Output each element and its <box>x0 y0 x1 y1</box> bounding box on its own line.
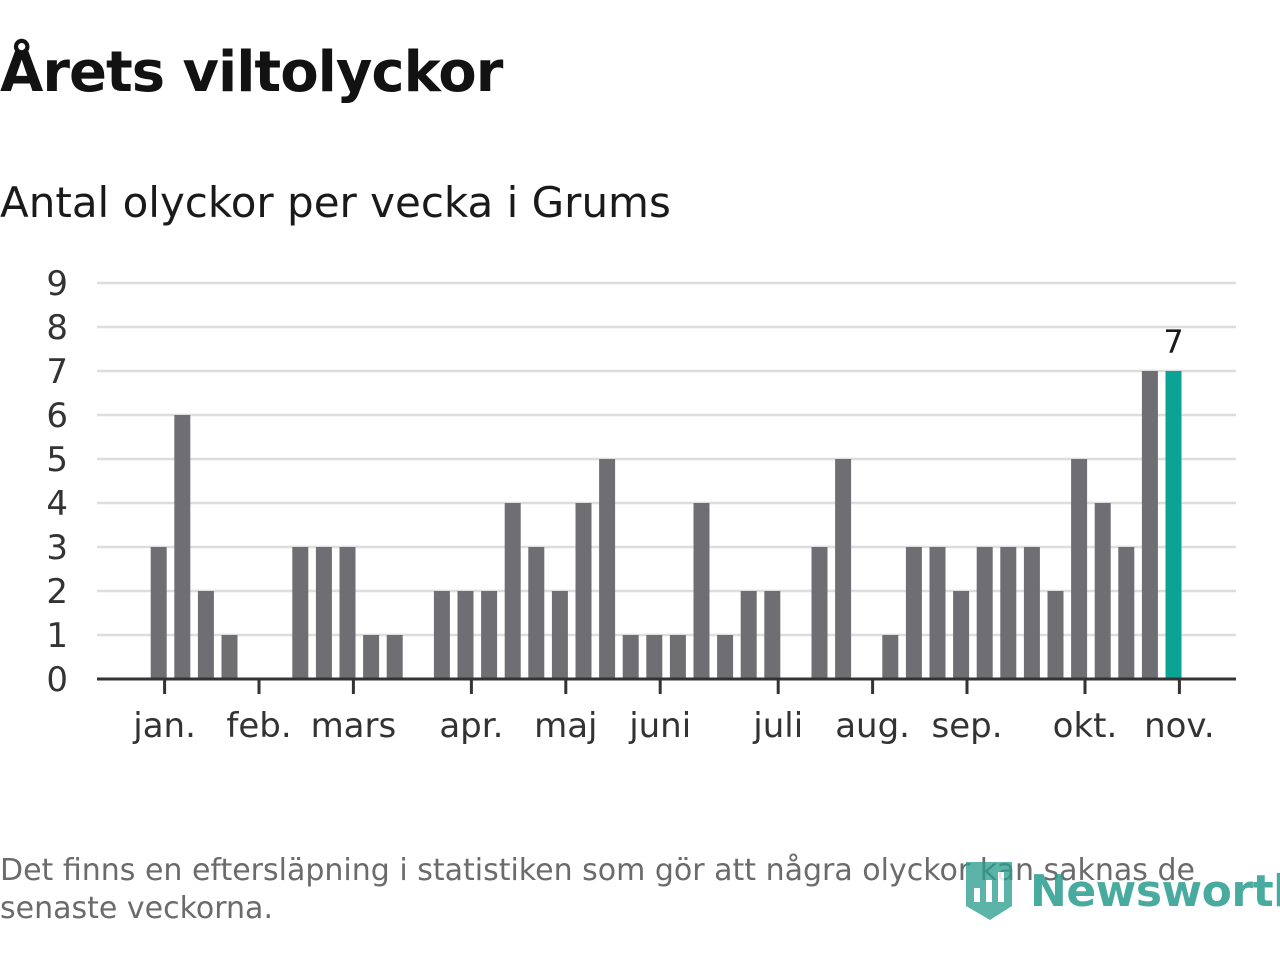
bar <box>575 503 592 679</box>
x-axis <box>97 677 1236 694</box>
bar <box>1000 547 1017 679</box>
y-tick-label: 5 <box>46 440 68 480</box>
bar <box>1141 371 1158 679</box>
logo-text: Newsworthy <box>1030 865 1280 917</box>
bar <box>339 547 356 679</box>
bar <box>740 591 757 679</box>
y-tick-label: 4 <box>46 484 68 524</box>
y-tick-label: 2 <box>46 572 68 612</box>
bar <box>1071 459 1088 679</box>
bar <box>953 591 970 679</box>
bar <box>835 459 852 679</box>
bar <box>1023 547 1040 679</box>
bar <box>1047 591 1064 679</box>
chart-bars-logo-icon <box>966 862 1012 920</box>
x-tick-label: aug. <box>835 706 910 746</box>
chart-title: Årets viltolyckor <box>0 40 503 105</box>
bar <box>551 591 568 679</box>
x-tick-label: mars <box>311 706 397 746</box>
bar <box>599 459 616 679</box>
x-tick-label: jan. <box>132 706 196 746</box>
y-tick-label: 9 <box>46 264 68 304</box>
bar <box>717 635 734 679</box>
bar <box>433 591 450 679</box>
bars <box>150 371 1182 679</box>
bar <box>504 503 521 679</box>
bar <box>221 635 238 679</box>
bar <box>764 591 781 679</box>
y-tick-label: 7 <box>46 352 68 392</box>
bar <box>292 547 309 679</box>
bar <box>481 591 498 679</box>
y-tick-label: 1 <box>46 616 68 656</box>
x-tick-label: juli <box>752 706 803 746</box>
x-tick-label: apr. <box>439 706 503 746</box>
newsworthy-logo[interactable]: Newsworthy <box>962 858 1280 924</box>
bar <box>150 547 167 679</box>
bar <box>976 547 993 679</box>
chart-subtitle: Antal olyckor per vecka i Grums <box>0 178 671 227</box>
bar <box>882 635 899 679</box>
bar <box>457 591 474 679</box>
x-tick-label: nov. <box>1144 706 1215 746</box>
bar <box>197 591 214 679</box>
y-tick-label: 8 <box>46 308 68 348</box>
bar-highlight <box>1165 371 1182 679</box>
bar <box>1094 503 1111 679</box>
bar <box>386 635 403 679</box>
bar <box>929 547 946 679</box>
bar <box>905 547 922 679</box>
y-tick-label: 0 <box>46 660 68 700</box>
x-tick-label: juni <box>628 706 691 746</box>
bar <box>315 547 332 679</box>
y-tick-label: 6 <box>46 396 68 436</box>
gridlines <box>97 281 1236 637</box>
bar <box>669 635 686 679</box>
x-tick-label: maj <box>534 706 597 746</box>
bar <box>622 635 639 679</box>
x-tick-label: sep. <box>931 706 1002 746</box>
x-tick-label: okt. <box>1053 706 1118 746</box>
bar <box>811 547 828 679</box>
bar <box>646 635 663 679</box>
data-label-highlight: 7 <box>1163 323 1183 361</box>
bar <box>174 415 191 679</box>
bar <box>1118 547 1135 679</box>
bar <box>528 547 545 679</box>
bar <box>693 503 710 679</box>
x-tick-label: feb. <box>226 706 291 746</box>
bar <box>363 635 380 679</box>
y-tick-label: 3 <box>46 528 68 568</box>
